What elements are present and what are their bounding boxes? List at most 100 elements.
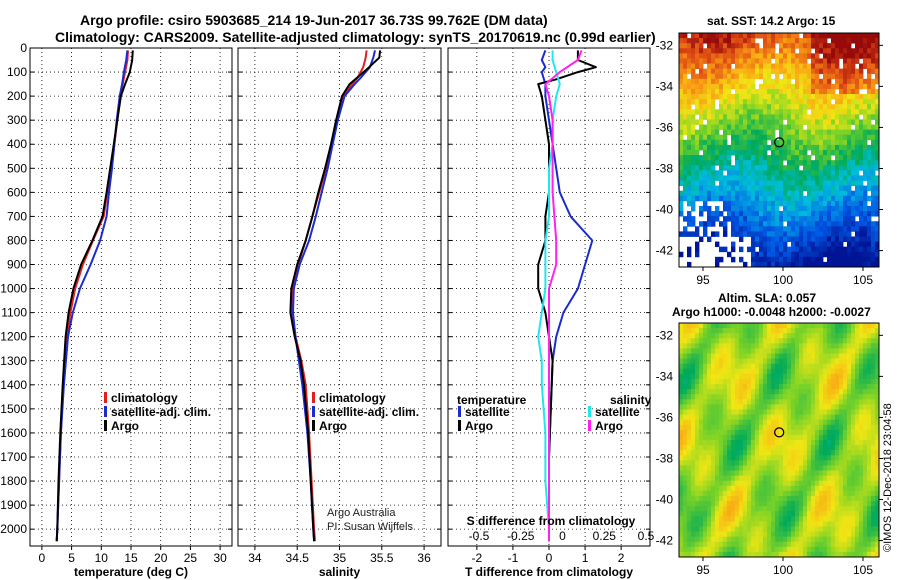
sla-map-cell: [843, 343, 848, 349]
sla-map-cell: [787, 546, 792, 553]
sst-map-cell: [695, 88, 700, 95]
sst-map-cell: [871, 155, 876, 161]
sla-map-cell: [751, 424, 756, 431]
sst-map-cell: [811, 144, 816, 151]
sst-map-cell: [735, 53, 740, 59]
sla-map-cell: [819, 328, 824, 334]
sst-map-cell: [715, 160, 720, 166]
sla-map-cell: [723, 399, 728, 405]
sst-map-cell: [743, 129, 748, 136]
sla-map-cell: [723, 419, 728, 426]
sla-map-cell: [771, 323, 776, 329]
sla-map-cell: [679, 521, 684, 527]
sla-map-cell: [751, 521, 756, 527]
sla-map-cell: [759, 455, 764, 461]
sla-map-cell: [759, 445, 764, 451]
sst-map-cell: [855, 88, 860, 95]
sla-map-cell: [719, 434, 724, 441]
sla-map-cell: [843, 440, 848, 446]
sst-map-cell: [819, 170, 824, 176]
sla-map-cell: [779, 460, 784, 466]
sst-map-cell: [823, 165, 828, 171]
sla-map-cell: [703, 384, 708, 390]
sst-map-cell: [815, 33, 820, 39]
sla-map-cell: [711, 419, 716, 426]
sst-map-cell: [827, 144, 832, 151]
sst-map-cell: [679, 139, 684, 146]
sla-map-cell: [687, 363, 692, 370]
sst-map-cell: [755, 180, 760, 187]
sla-map-cell: [799, 399, 804, 405]
sla-map-cell: [715, 475, 720, 482]
sst-map-cell: [751, 114, 756, 120]
sst-map-cell: [867, 175, 872, 181]
sla-map-cell: [863, 516, 868, 522]
sst-map-cell: [803, 129, 808, 136]
sst-map-cell: [827, 139, 832, 146]
sla-map-cell: [859, 475, 864, 482]
sst-map-cell: [739, 246, 744, 253]
sla-map-cell: [683, 429, 688, 436]
sla-map-cell: [827, 495, 832, 502]
sst-map-cell: [799, 129, 804, 136]
sla-map-cell: [767, 455, 772, 461]
sla-map-cell: [787, 521, 792, 527]
sla-map-cell: [827, 424, 832, 431]
sst-map-cell: [835, 261, 840, 268]
sla-map-cell: [791, 445, 796, 451]
sla-map-cell: [787, 536, 792, 543]
sst-map-cell: [871, 33, 876, 39]
sst-map-cell: [827, 58, 832, 64]
sst-map-cell: [703, 78, 708, 85]
sla-map-cell: [683, 475, 688, 482]
sst-map-cell: [851, 155, 856, 161]
sla-map-cell: [803, 465, 808, 471]
y-tick-label: 1900: [0, 498, 27, 512]
sst-map-cell: [807, 175, 812, 181]
sla-map-cell: [875, 506, 880, 512]
sst-map-cell: [683, 175, 688, 181]
sst-map-cell: [815, 241, 820, 248]
sla-map-cell: [795, 394, 800, 400]
sla-map-cell: [835, 495, 840, 502]
sla-map-cell: [707, 541, 712, 548]
sla-map-cell: [743, 378, 748, 385]
sst-map-cell: [775, 180, 780, 187]
sst-map-cell: [839, 241, 844, 248]
sst-map-cell: [683, 78, 688, 85]
sst-map-cell: [811, 83, 816, 90]
sla-map-cell: [799, 551, 804, 558]
sla-map-cell: [779, 516, 784, 522]
sst-map-cell: [775, 68, 780, 75]
sst-map-cell: [871, 175, 876, 181]
sst-map-cell: [819, 139, 824, 146]
sla-map-cell: [703, 480, 708, 487]
sla-map-cell: [803, 440, 808, 446]
sst-map-cell: [727, 150, 732, 156]
sla-map-cell: [795, 399, 800, 405]
sst-map-cell: [755, 114, 760, 120]
sst-map-cell: [815, 83, 820, 90]
top-tick-label: 0.5: [638, 529, 655, 543]
sst-map-cell: [763, 109, 768, 115]
sla-map-cell: [831, 526, 836, 532]
x-tick-label: -1: [508, 551, 519, 565]
sla-map-cell: [703, 338, 708, 344]
sla-map-cell: [823, 353, 828, 360]
sst-map-cell: [679, 94, 684, 100]
sst-map-cell: [799, 109, 804, 115]
sst-map-cell: [867, 251, 872, 258]
sst-map-cell: [839, 129, 844, 136]
sla-map-cell: [743, 394, 748, 400]
sla-map-cell: [703, 521, 708, 527]
sla-map-cell: [807, 445, 812, 451]
top-tick-label: 0: [559, 529, 566, 543]
sla-map-cell: [691, 404, 696, 410]
sst-map-cell: [815, 246, 820, 253]
sst-map-cell: [731, 216, 736, 222]
sla-map-cell: [847, 363, 852, 370]
sst-map-cell: [775, 99, 780, 105]
sla-map-cell: [759, 373, 764, 380]
sst-map-cell: [727, 43, 732, 49]
sla-map-cell: [823, 384, 828, 390]
